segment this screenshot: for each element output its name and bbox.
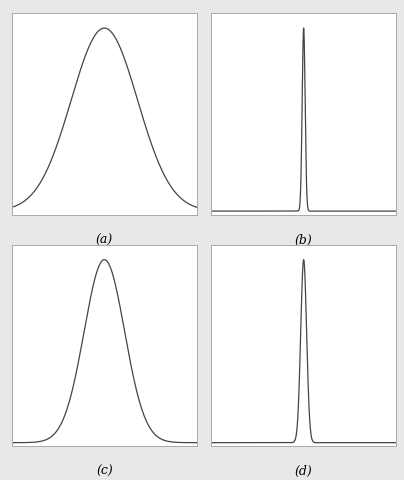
Text: (a): (a) [96,233,113,246]
Text: (d): (d) [295,465,313,478]
Text: (b): (b) [295,233,313,246]
Text: (c): (c) [96,465,113,478]
